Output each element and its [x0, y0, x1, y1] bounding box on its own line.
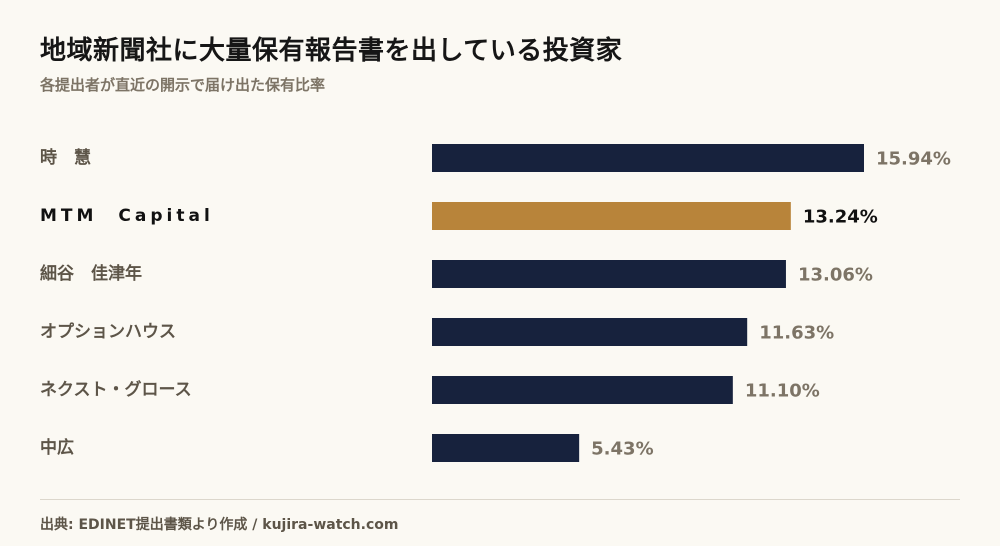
- value-label: 11.10%: [745, 381, 820, 402]
- chart-subtitle: 各提出者が直近の開示で届け出た保有比率: [40, 76, 326, 94]
- bar: [432, 144, 864, 172]
- source-note: 出典: EDINET提出書類より作成 / kujira-watch.com: [40, 517, 399, 533]
- category-label: 細谷 佳津年: [40, 263, 142, 284]
- category-label: 中広: [40, 437, 74, 458]
- value-label: 11.63%: [759, 323, 834, 344]
- bar: [432, 202, 791, 230]
- value-label: 13.24%: [803, 207, 878, 228]
- bar: [432, 260, 786, 288]
- bar: [432, 376, 733, 404]
- footer-divider: [40, 499, 960, 500]
- value-label: 13.06%: [798, 265, 873, 286]
- bar: [432, 318, 748, 346]
- bar: [432, 434, 580, 462]
- value-label: 5.43%: [591, 439, 653, 460]
- category-label: ネクスト・グロース: [40, 379, 192, 400]
- category-label: MTM Capital: [40, 206, 214, 226]
- category-label: オプションハウス: [40, 321, 176, 342]
- category-label: 時 慧: [40, 147, 91, 168]
- value-label: 15.94%: [876, 149, 951, 170]
- chart-title: 地域新聞社に大量保有報告書を出している投資家: [40, 36, 623, 66]
